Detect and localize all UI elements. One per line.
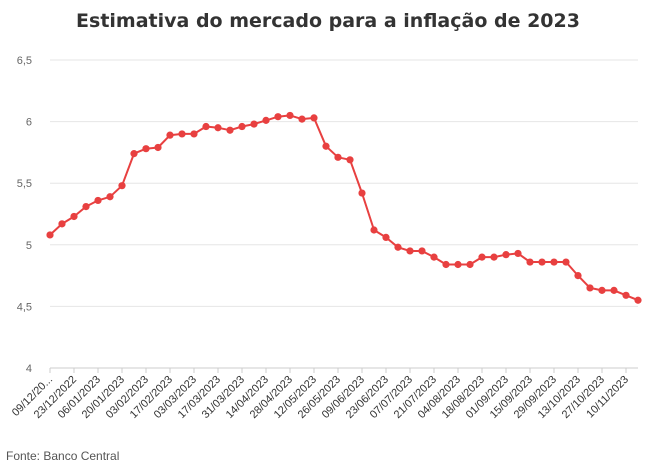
data-point [550, 258, 558, 266]
y-tick-label: 5 [26, 240, 32, 252]
data-point [538, 258, 546, 266]
x-axis: 09/12/20...23/12/202206/01/202320/01/202… [10, 368, 631, 421]
data-point [334, 153, 342, 161]
data-point [106, 193, 114, 201]
y-tick-label: 6,5 [17, 55, 32, 67]
y-axis: 4 4,5 5 5,5 6 6,5 [17, 55, 32, 375]
data-point [202, 122, 210, 131]
series-line [49, 114, 639, 302]
data-point [286, 111, 294, 120]
data-point [394, 243, 402, 251]
grid-lines [50, 59, 638, 369]
data-point [514, 249, 522, 258]
data-point [142, 145, 150, 153]
data-point [70, 212, 78, 221]
data-point [346, 156, 354, 164]
data-point [190, 130, 198, 138]
data-point [418, 247, 426, 255]
data-point [454, 260, 462, 269]
data-point [94, 196, 102, 205]
chart-title: Estimativa do mercado para a inflação de… [76, 10, 580, 32]
source-note: Fonte: Banco Central [6, 449, 120, 463]
data-point [82, 203, 90, 211]
y-tick-label: 4 [26, 363, 32, 375]
data-point [154, 143, 162, 152]
data-point [262, 116, 270, 124]
data-point [610, 286, 618, 294]
data-point [358, 189, 366, 197]
data-point [382, 233, 390, 242]
data-point [598, 286, 606, 294]
y-tick-label: 5,5 [17, 178, 32, 190]
data-point [562, 258, 570, 266]
data-point [526, 258, 534, 266]
y-tick-label: 6 [26, 117, 32, 129]
data-point [310, 114, 318, 122]
data-point [574, 272, 582, 280]
data-point [178, 130, 186, 138]
data-point [250, 120, 258, 128]
y-tick-label: 4,5 [17, 301, 32, 313]
data-point [502, 251, 510, 259]
data-point [622, 291, 630, 299]
data-point [406, 247, 414, 255]
data-point [214, 124, 222, 132]
data-point [322, 142, 330, 150]
data-point [370, 226, 378, 234]
data-point [118, 182, 126, 190]
series-group [46, 111, 642, 304]
data-point [442, 260, 450, 269]
data-point [238, 122, 246, 131]
data-point [466, 260, 474, 269]
data-point [226, 126, 234, 134]
data-point [130, 150, 138, 158]
data-point [274, 113, 282, 121]
data-point [298, 115, 306, 123]
data-point [586, 284, 594, 292]
data-point [166, 131, 174, 139]
data-point [634, 296, 642, 304]
data-point [46, 231, 54, 239]
data-point [58, 220, 66, 228]
data-point [490, 253, 498, 261]
data-point [430, 253, 438, 261]
data-point [478, 253, 486, 261]
